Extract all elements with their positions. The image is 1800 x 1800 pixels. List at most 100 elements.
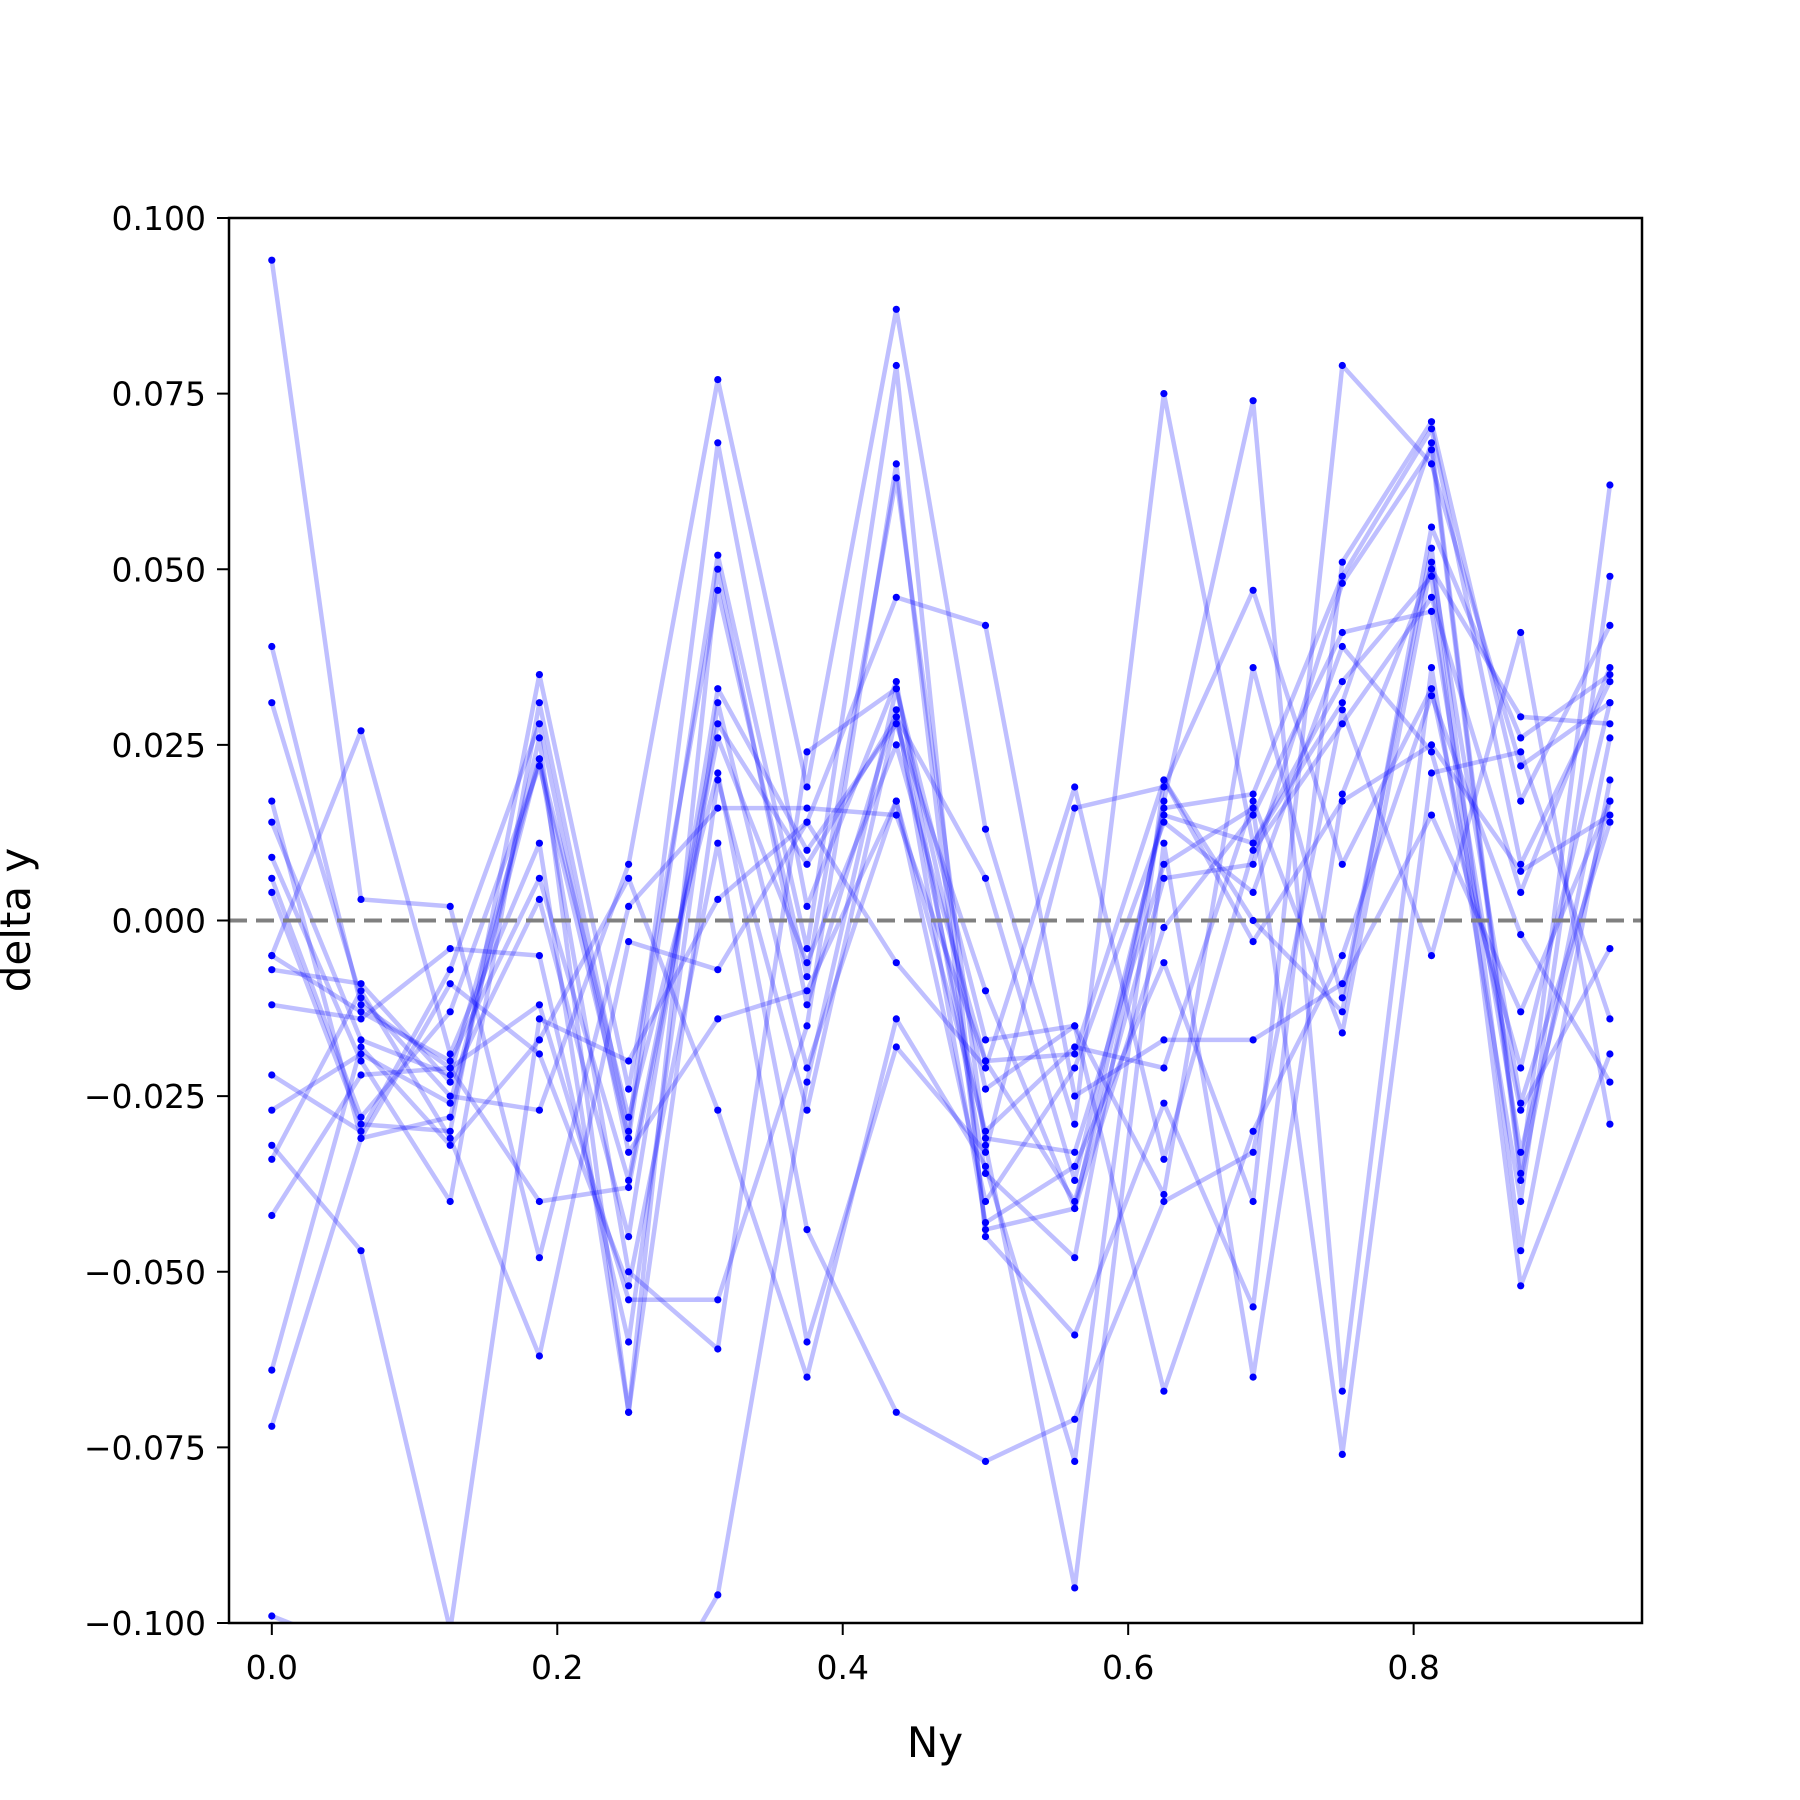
data-point	[714, 439, 722, 447]
data-point	[892, 706, 900, 714]
data-point	[803, 748, 811, 756]
data-point	[446, 1078, 454, 1086]
data-point	[535, 1352, 544, 1360]
data-point	[1338, 1450, 1346, 1458]
data-point	[892, 1043, 900, 1051]
data-point	[268, 818, 276, 826]
data-point	[1071, 1022, 1079, 1030]
data-point	[1071, 1162, 1079, 1170]
data-point	[803, 973, 811, 981]
data-point	[625, 1183, 633, 1192]
data-point	[1338, 1387, 1346, 1395]
data-point	[1249, 790, 1257, 798]
data-point	[625, 1134, 633, 1142]
data-point	[981, 1162, 990, 1170]
data-point	[1517, 748, 1525, 756]
data-point	[1427, 741, 1436, 749]
series-line-20	[270, 686, 1612, 1623]
y-tick-label: 0.000	[112, 902, 206, 941]
series-line-5	[269, 545, 1613, 1352]
data-point	[1427, 565, 1436, 573]
data-point	[1249, 938, 1257, 946]
series-line-16	[269, 595, 1612, 1359]
series-line-17	[269, 447, 1613, 1217]
data-point	[1517, 1197, 1525, 1206]
data-point	[1606, 797, 1614, 805]
data-point	[1427, 607, 1436, 616]
data-point	[268, 1612, 276, 1620]
data-point	[1427, 572, 1436, 580]
data-point	[446, 1197, 454, 1206]
data-point	[714, 1591, 722, 1599]
y-tick-label: −0.075	[84, 1428, 206, 1467]
data-point	[1427, 544, 1436, 552]
data-point	[1606, 734, 1614, 742]
data-point	[1160, 1387, 1168, 1395]
data-point	[268, 1366, 276, 1374]
data-point	[446, 1134, 454, 1142]
data-point	[1160, 860, 1168, 868]
data-point	[981, 874, 990, 882]
data-point	[1160, 1064, 1168, 1072]
data-point	[535, 1254, 544, 1262]
data-point	[714, 895, 722, 904]
data-point	[625, 1268, 633, 1276]
data-point	[892, 474, 900, 482]
data-point	[1249, 586, 1257, 594]
data-point	[535, 1106, 544, 1114]
data-point	[1517, 888, 1525, 897]
data-point	[981, 1141, 990, 1149]
data-point	[1427, 460, 1436, 468]
data-point	[1517, 734, 1525, 742]
data-point	[625, 938, 633, 946]
x-tick-label: 0.6	[1102, 1648, 1154, 1687]
data-point	[1338, 720, 1346, 728]
data-point	[1160, 1099, 1168, 1107]
series-line-1	[269, 259, 1612, 1260]
data-point	[981, 1457, 990, 1465]
data-point	[714, 776, 722, 784]
data-point	[446, 1057, 454, 1065]
data-point	[357, 1015, 365, 1023]
data-point	[1427, 811, 1436, 819]
data-point	[714, 1345, 722, 1353]
data-point	[357, 895, 365, 904]
data-point	[1160, 783, 1168, 791]
data-point	[1606, 481, 1614, 489]
data-point	[1249, 1303, 1257, 1311]
data-point	[535, 762, 544, 770]
data-point	[1606, 572, 1614, 580]
data-point	[1338, 952, 1346, 960]
data-point	[1606, 1015, 1614, 1023]
series-points	[268, 256, 1614, 1620]
data-point	[535, 1015, 544, 1023]
data-point	[1606, 671, 1614, 679]
data-point	[357, 1057, 365, 1065]
data-point	[1071, 1176, 1079, 1184]
data-point	[1160, 390, 1168, 398]
data-point	[1338, 1029, 1346, 1037]
data-point	[625, 1148, 633, 1156]
data-point	[357, 1043, 365, 1051]
data-point	[625, 1057, 633, 1065]
data-point	[714, 966, 722, 974]
data-point	[1071, 1197, 1079, 1206]
series-line-2	[269, 426, 1612, 1303]
y-tick-label: −0.100	[84, 1604, 206, 1643]
data-point	[981, 1197, 990, 1206]
data-point	[714, 376, 722, 384]
data-point	[1427, 769, 1436, 777]
data-point	[446, 1099, 454, 1107]
x-axis-label: Ny	[907, 1718, 963, 1767]
data-point	[1606, 621, 1614, 630]
data-point	[1249, 811, 1257, 819]
data-point	[1517, 867, 1525, 875]
data-point	[981, 1148, 990, 1156]
data-point	[1249, 860, 1257, 868]
data-point	[1517, 1176, 1525, 1184]
data-point	[1338, 579, 1346, 587]
data-point	[1517, 762, 1525, 770]
data-point	[1160, 818, 1168, 826]
data-point	[803, 1001, 811, 1009]
data-point	[446, 1113, 454, 1121]
